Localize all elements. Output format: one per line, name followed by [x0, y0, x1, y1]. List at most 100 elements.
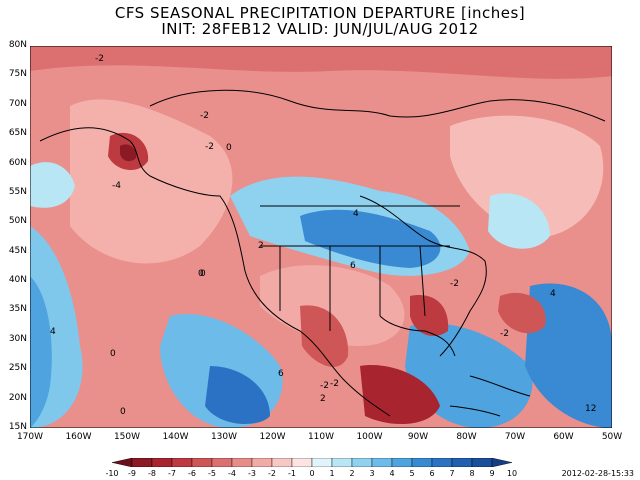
colorbar-swatch [151, 458, 173, 467]
y-axis-label: 75N [8, 69, 27, 80]
contour-label: 2 [320, 394, 326, 404]
contour-label: 6 [278, 369, 284, 379]
contour-label: 0 [198, 269, 204, 279]
field-blue [30, 276, 52, 428]
colorbar-label: -2 [268, 469, 276, 478]
contour-label: -2 [450, 279, 459, 289]
field-red [30, 46, 612, 79]
x-axis-label: 80W [456, 432, 477, 442]
field-blue [30, 162, 75, 208]
contour-label: -2 [205, 142, 214, 152]
y-axis-label: 55N [8, 186, 27, 197]
timestamp: 2012-02-28-15:33 [561, 469, 634, 478]
x-axis-label: 120W [259, 432, 286, 442]
y-axis-label: 25N [8, 363, 27, 374]
contour-label: 4 [550, 289, 556, 299]
colorbar-label: 3 [369, 469, 375, 478]
x-axis-label: 170W [16, 432, 44, 442]
contour-label: -2 [330, 379, 339, 389]
field-blue [300, 209, 441, 268]
colorbar-label: 4 [389, 469, 395, 478]
contour-label: 0 [226, 143, 232, 153]
contour-label: 0 [110, 349, 116, 359]
colorbar-label: -7 [168, 469, 176, 478]
y-axis-label: 15N [8, 422, 27, 432]
contour-label: -2 [500, 329, 509, 339]
field-pink [450, 115, 604, 236]
colorbar-swatch [411, 458, 433, 467]
y-axis-label: 65N [8, 128, 27, 139]
colorbar-label: -9 [128, 469, 136, 478]
y-axis-label: 50N [8, 216, 27, 227]
colorbar-label: -1 [288, 469, 296, 478]
contour-label: 12 [585, 404, 596, 414]
contour-label: -2 [95, 54, 104, 64]
field-blue [488, 193, 550, 249]
x-axis-label: 70W [504, 432, 526, 442]
x-axis-label: 130W [210, 432, 238, 442]
x-axis-label: 140W [162, 432, 189, 442]
field-red [120, 144, 137, 162]
colorbar-swatch [251, 458, 273, 467]
field-pink [260, 265, 405, 346]
y-axis-label: 80N [8, 40, 27, 50]
colorbar-label: -6 [188, 469, 196, 478]
field-blue [205, 366, 270, 425]
y-axis-label: 70N [8, 98, 27, 109]
colorbar-label: -4 [228, 469, 236, 478]
colorbar-swatch [291, 458, 313, 467]
colorbar-swatch [231, 458, 253, 467]
x-axis-label: 150W [113, 432, 141, 442]
colorbar-swatch [391, 458, 413, 467]
colorbar-swatch [131, 458, 153, 467]
contour-label: 2 [258, 241, 264, 251]
x-axis-label: 100W [356, 432, 383, 442]
colorbar-label: 10 [506, 469, 518, 478]
colorbar-swatch [171, 458, 193, 467]
contour-label: 0 [200, 269, 206, 279]
colorbar-label: 2 [349, 469, 355, 478]
y-axis-label: 30N [8, 333, 27, 344]
contour-label: 6 [350, 261, 356, 271]
colorbar-swatch [451, 458, 473, 467]
x-axis-label: 90W [407, 432, 429, 442]
colorbar-label: 7 [449, 469, 455, 478]
field-red [300, 305, 349, 367]
y-axis-label: 45N [8, 245, 27, 256]
field-red [410, 295, 449, 336]
colorbar-label: 1 [329, 469, 335, 478]
contour-label: -2 [320, 381, 329, 391]
colorbar-swatch [191, 458, 213, 467]
colorbar-label: -5 [208, 469, 216, 478]
colorbar-label: 5 [409, 469, 415, 478]
colorbar-swatch [491, 458, 512, 467]
colorbar-swatch [351, 458, 373, 467]
colorbar-swatch [112, 458, 133, 467]
x-axis-label: 160W [65, 432, 92, 442]
colorbar-label: -10 [105, 469, 119, 478]
colorbar-label: 9 [489, 469, 495, 478]
contour-label: 4 [353, 209, 359, 219]
y-axis-label: 35N [8, 304, 27, 315]
x-axis-label: 110W [307, 432, 335, 442]
colorbar-swatch [271, 458, 293, 467]
colorbar-label: 8 [469, 469, 475, 478]
colorbar-swatch [311, 458, 333, 467]
colorbar [112, 458, 512, 467]
y-axis-label: 60N [8, 157, 27, 168]
colorbar-swatch [371, 458, 393, 467]
colorbar-swatch [211, 458, 233, 467]
colorbar-swatch [471, 458, 493, 467]
colorbar-label: -3 [248, 469, 256, 478]
colorbar-label: -8 [148, 469, 156, 478]
field-blue [525, 283, 612, 428]
y-axis-label: 20N [8, 392, 27, 403]
contour-label: 4 [50, 327, 56, 337]
map-subtitle: INIT: 28FEB12 VALID: JUN/JUL/AUG 2012 [161, 20, 479, 38]
colorbar-swatch [331, 458, 353, 467]
colorbar-label: 0 [309, 469, 315, 478]
contour-label: -2 [200, 111, 209, 121]
x-axis-label: 50W [601, 432, 623, 442]
colorbar-swatch [431, 458, 453, 467]
x-axis-label: 60W [553, 432, 574, 442]
